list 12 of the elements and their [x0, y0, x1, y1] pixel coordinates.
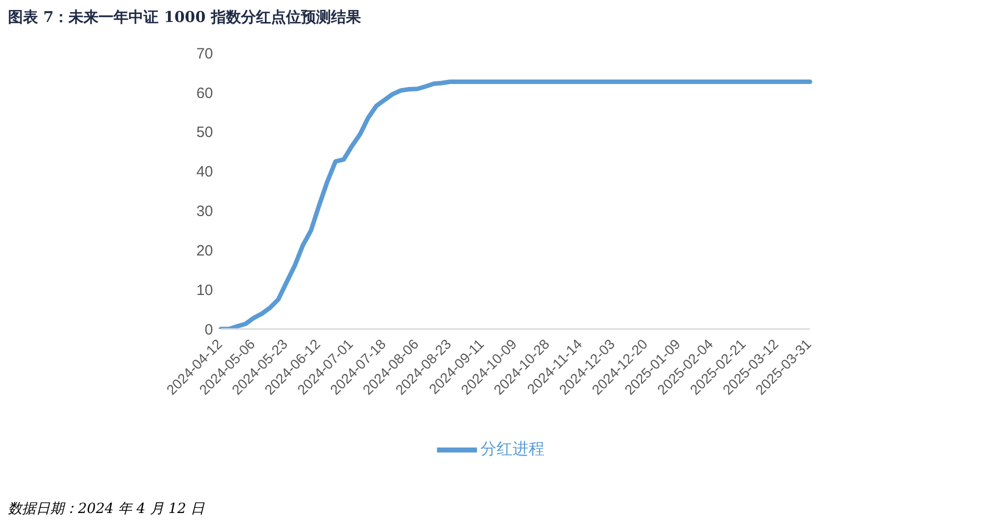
y-tick-label: 20	[196, 242, 213, 260]
y-tick-label: 30	[196, 203, 213, 220]
y-tick-label: 10	[196, 282, 213, 299]
line-series	[218, 80, 812, 329]
y-tick-label: 50	[196, 124, 213, 142]
legend-label: 分红进程	[480, 441, 544, 458]
y-tick-label: 70	[196, 45, 213, 62]
y-tick-label: 0	[204, 321, 213, 338]
text: 数据日期：2024 年 4 月 12 日	[8, 500, 206, 518]
chart-title: 图表 7：未来一年中证 1000 指数分红点位预测结果	[8, 8, 362, 28]
y-tick-label: 40	[196, 164, 213, 181]
y-tick-label: 60	[196, 84, 213, 102]
